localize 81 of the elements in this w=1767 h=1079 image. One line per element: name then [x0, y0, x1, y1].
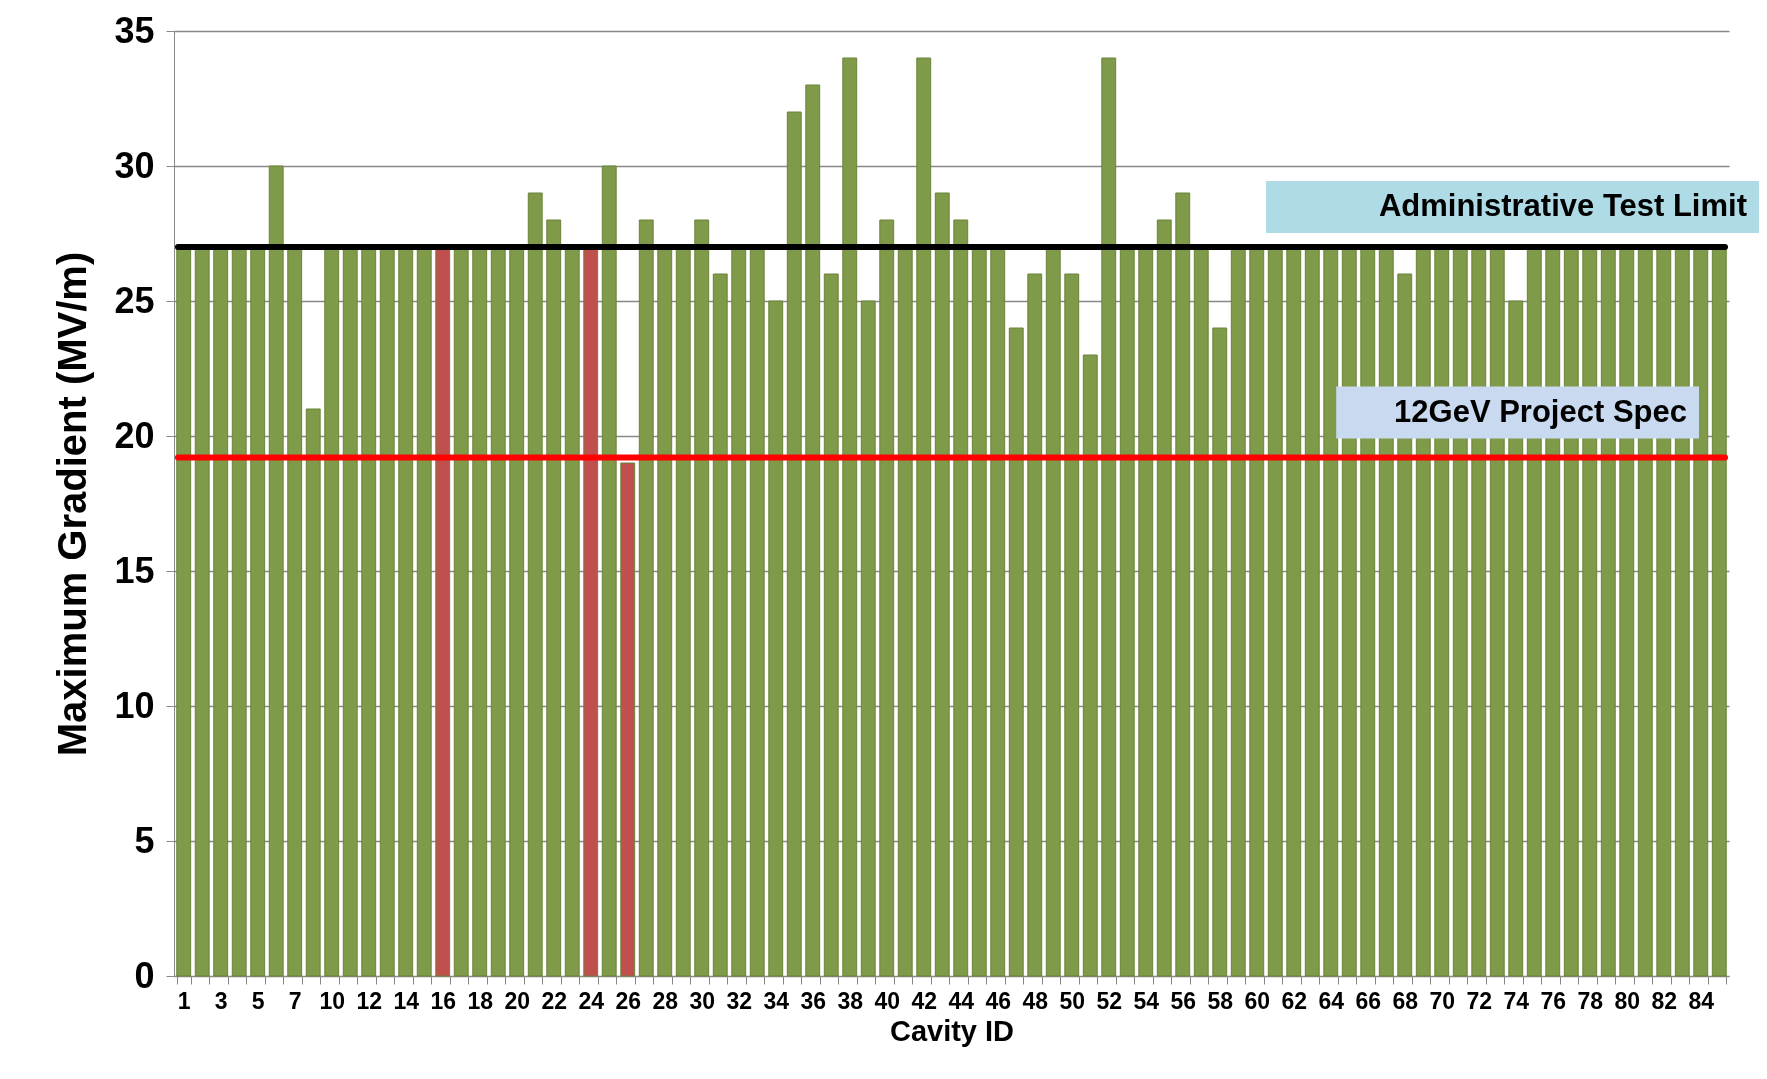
x-tick-label: 34: [763, 987, 790, 1014]
bar: [934, 192, 950, 977]
x-tick-label: 28: [652, 987, 679, 1014]
x-tick-label: 44: [948, 987, 975, 1014]
bar: [527, 192, 543, 977]
y-tick-label: 30: [114, 144, 155, 186]
y-tick-label: 10: [114, 684, 155, 726]
x-axis-title: Cavity ID: [889, 1014, 1015, 1047]
x-tick-label: 10: [319, 987, 346, 1014]
bar: [1082, 354, 1098, 977]
x-tick-label: 3: [214, 987, 228, 1014]
x-tick-label: 78: [1577, 987, 1604, 1014]
y-tick-label: 20: [114, 414, 155, 456]
x-tick-label: 56: [1170, 987, 1197, 1014]
x-tick-label: 40: [874, 987, 901, 1014]
x-tick-label: 26: [615, 987, 642, 1014]
bar: [823, 273, 839, 977]
x-tick-label: 42: [911, 987, 938, 1014]
bar: [879, 219, 895, 977]
x-tick-label: 54: [1133, 987, 1160, 1014]
x-tick-label: 24: [578, 987, 605, 1014]
bar: [694, 219, 710, 977]
x-tick-label: 30: [689, 987, 716, 1014]
y-tick-label: 0: [134, 954, 155, 996]
x-tick-label: 70: [1429, 987, 1456, 1014]
x-tick-label: 46: [985, 987, 1012, 1014]
y-tick-label: 25: [114, 279, 155, 321]
ref-line-label: Administrative Test Limit: [1378, 188, 1747, 223]
x-tick-label: 5: [251, 987, 265, 1014]
bar: [601, 165, 617, 977]
x-tick-label: 82: [1651, 987, 1678, 1014]
x-tick-label: 58: [1207, 987, 1234, 1014]
x-tick-label: 22: [541, 987, 568, 1014]
x-tick-label: 36: [800, 987, 827, 1014]
y-tick-label: 35: [114, 9, 155, 51]
bar: [1156, 219, 1172, 977]
bar: [305, 408, 321, 977]
x-tick-label: 7: [288, 987, 302, 1014]
bar: [638, 219, 654, 977]
x-tick-label: 72: [1466, 987, 1493, 1014]
bar: [842, 57, 858, 977]
x-tick-label: 16: [430, 987, 457, 1014]
bar: [620, 462, 636, 977]
x-tick-label: 64: [1318, 987, 1345, 1014]
x-tick-label: 38: [837, 987, 864, 1014]
bar: [768, 300, 784, 977]
x-tick-label: 18: [467, 987, 494, 1014]
x-tick-label: 52: [1096, 987, 1123, 1014]
bar: [712, 273, 728, 977]
bar: [1027, 273, 1043, 977]
bar: [805, 84, 821, 977]
x-tick-label: 68: [1392, 987, 1419, 1014]
bar: [916, 57, 932, 977]
y-axis-title: Maximum Gradient (MV/m): [50, 251, 95, 757]
bar: [546, 219, 562, 977]
x-tick-label: 66: [1355, 987, 1382, 1014]
x-tick-label: 32: [726, 987, 753, 1014]
bar: [268, 165, 284, 977]
ref-line-label: 12GeV Project Spec: [1394, 393, 1687, 429]
x-tick-label: 12: [356, 987, 383, 1014]
bar: [1101, 57, 1117, 977]
x-tick-label: 50: [1059, 987, 1086, 1014]
x-tick-label: 80: [1614, 987, 1641, 1014]
bar: [953, 219, 969, 977]
bar: [860, 300, 876, 977]
x-tick-label: 48: [1022, 987, 1049, 1014]
x-tick-label: 62: [1281, 987, 1308, 1014]
bar: [1008, 327, 1024, 977]
bar: [1064, 273, 1080, 977]
x-tick-label: 84: [1688, 987, 1715, 1014]
x-tick-label: 14: [393, 987, 420, 1014]
y-tick-label: 5: [134, 819, 155, 861]
bar: [1212, 327, 1228, 977]
x-tick-label: 1: [177, 987, 191, 1014]
y-tick-label: 15: [114, 549, 155, 591]
x-tick-label: 60: [1244, 987, 1271, 1014]
x-tick-label: 20: [504, 987, 531, 1014]
x-tick-label: 76: [1540, 987, 1567, 1014]
x-tick-label: 74: [1503, 987, 1530, 1014]
bar: [1175, 192, 1191, 977]
bar: [786, 111, 802, 977]
